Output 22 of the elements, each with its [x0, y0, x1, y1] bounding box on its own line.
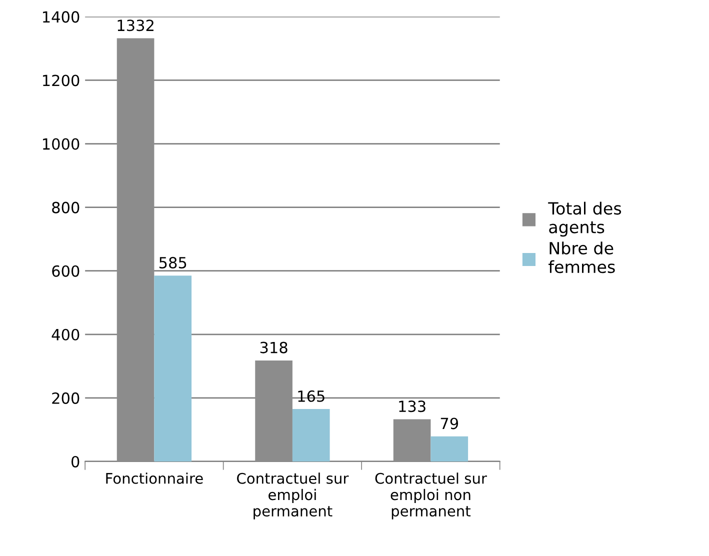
y-tick-label: 600	[52, 265, 80, 277]
y-tick-label: 1400	[43, 11, 80, 23]
y-tick-label: 200	[52, 392, 80, 404]
legend-label: Total des agents	[548, 202, 622, 237]
y-tick-label: 800	[52, 202, 80, 214]
y-tick-label: 1000	[43, 138, 80, 150]
legend-label: Nbre de femmes	[548, 242, 615, 274]
bar	[292, 409, 330, 462]
y-tick-label: 1200	[43, 74, 80, 86]
bar	[430, 436, 468, 462]
y-tick-label: 0	[72, 456, 80, 468]
data-label: 1332	[118, 20, 154, 32]
data-label: 79	[440, 418, 458, 430]
x-tick-label: Fonctionnaire	[106, 472, 203, 484]
data-label: 318	[260, 342, 288, 354]
y-tick-label: 400	[52, 328, 80, 340]
data-label: 133	[399, 400, 426, 412]
x-tick-label: Contractuel sur emploi non permanent	[375, 472, 487, 520]
data-label: 165	[298, 390, 324, 402]
bar	[154, 276, 192, 462]
data-label: 585	[159, 256, 186, 268]
x-tick-label: Contractuel sur emploi permanent	[237, 472, 349, 520]
